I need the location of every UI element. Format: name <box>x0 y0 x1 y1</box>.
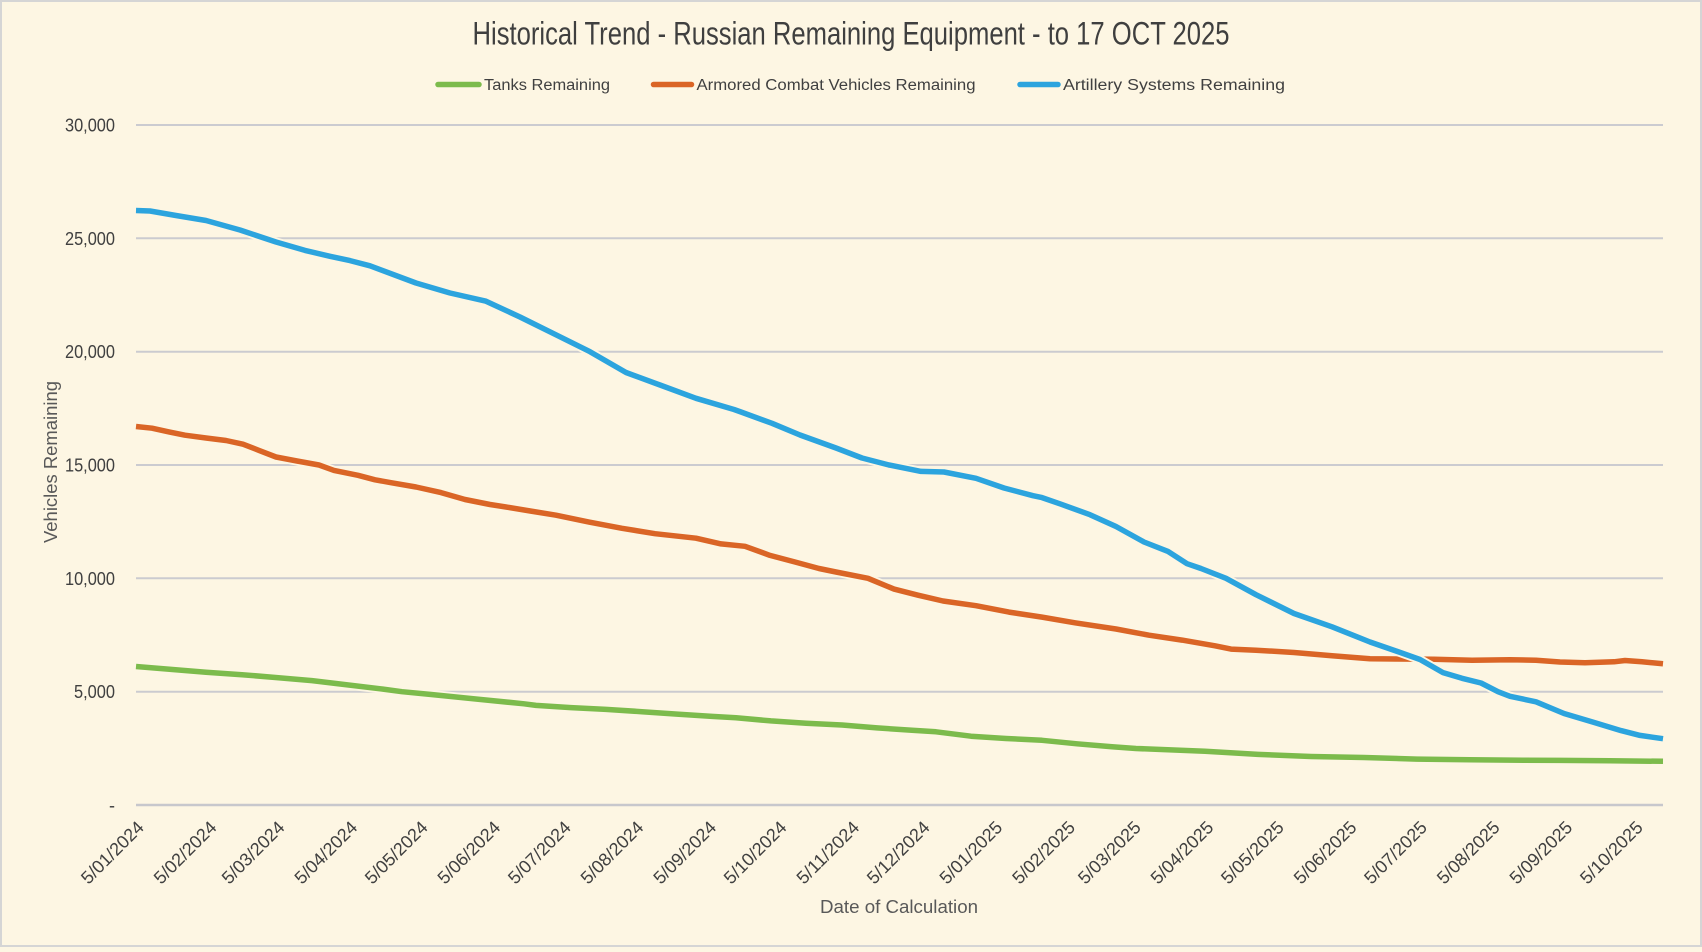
svg-text:Artillery Systems Remaining: Artillery Systems Remaining <box>1063 77 1285 94</box>
svg-text:Armored Combat Vehicles Remain: Armored Combat Vehicles Remaining <box>697 77 976 94</box>
svg-text:20,000: 20,000 <box>65 342 115 362</box>
svg-text:10,000: 10,000 <box>65 569 115 589</box>
svg-text:15,000: 15,000 <box>65 456 115 476</box>
svg-text:Vehicles Remaining: Vehicles Remaining <box>41 381 61 543</box>
svg-text:5,000: 5,000 <box>74 682 115 702</box>
svg-text:Historical Trend - Russian Rem: Historical Trend - Russian Remaining Equ… <box>473 16 1230 52</box>
svg-text:-: - <box>109 796 115 816</box>
svg-text:Date of Calculation: Date of Calculation <box>820 897 978 917</box>
svg-text:30,000: 30,000 <box>65 116 115 136</box>
svg-text:Tanks Remaining: Tanks Remaining <box>484 77 610 94</box>
svg-text:25,000: 25,000 <box>65 229 115 249</box>
